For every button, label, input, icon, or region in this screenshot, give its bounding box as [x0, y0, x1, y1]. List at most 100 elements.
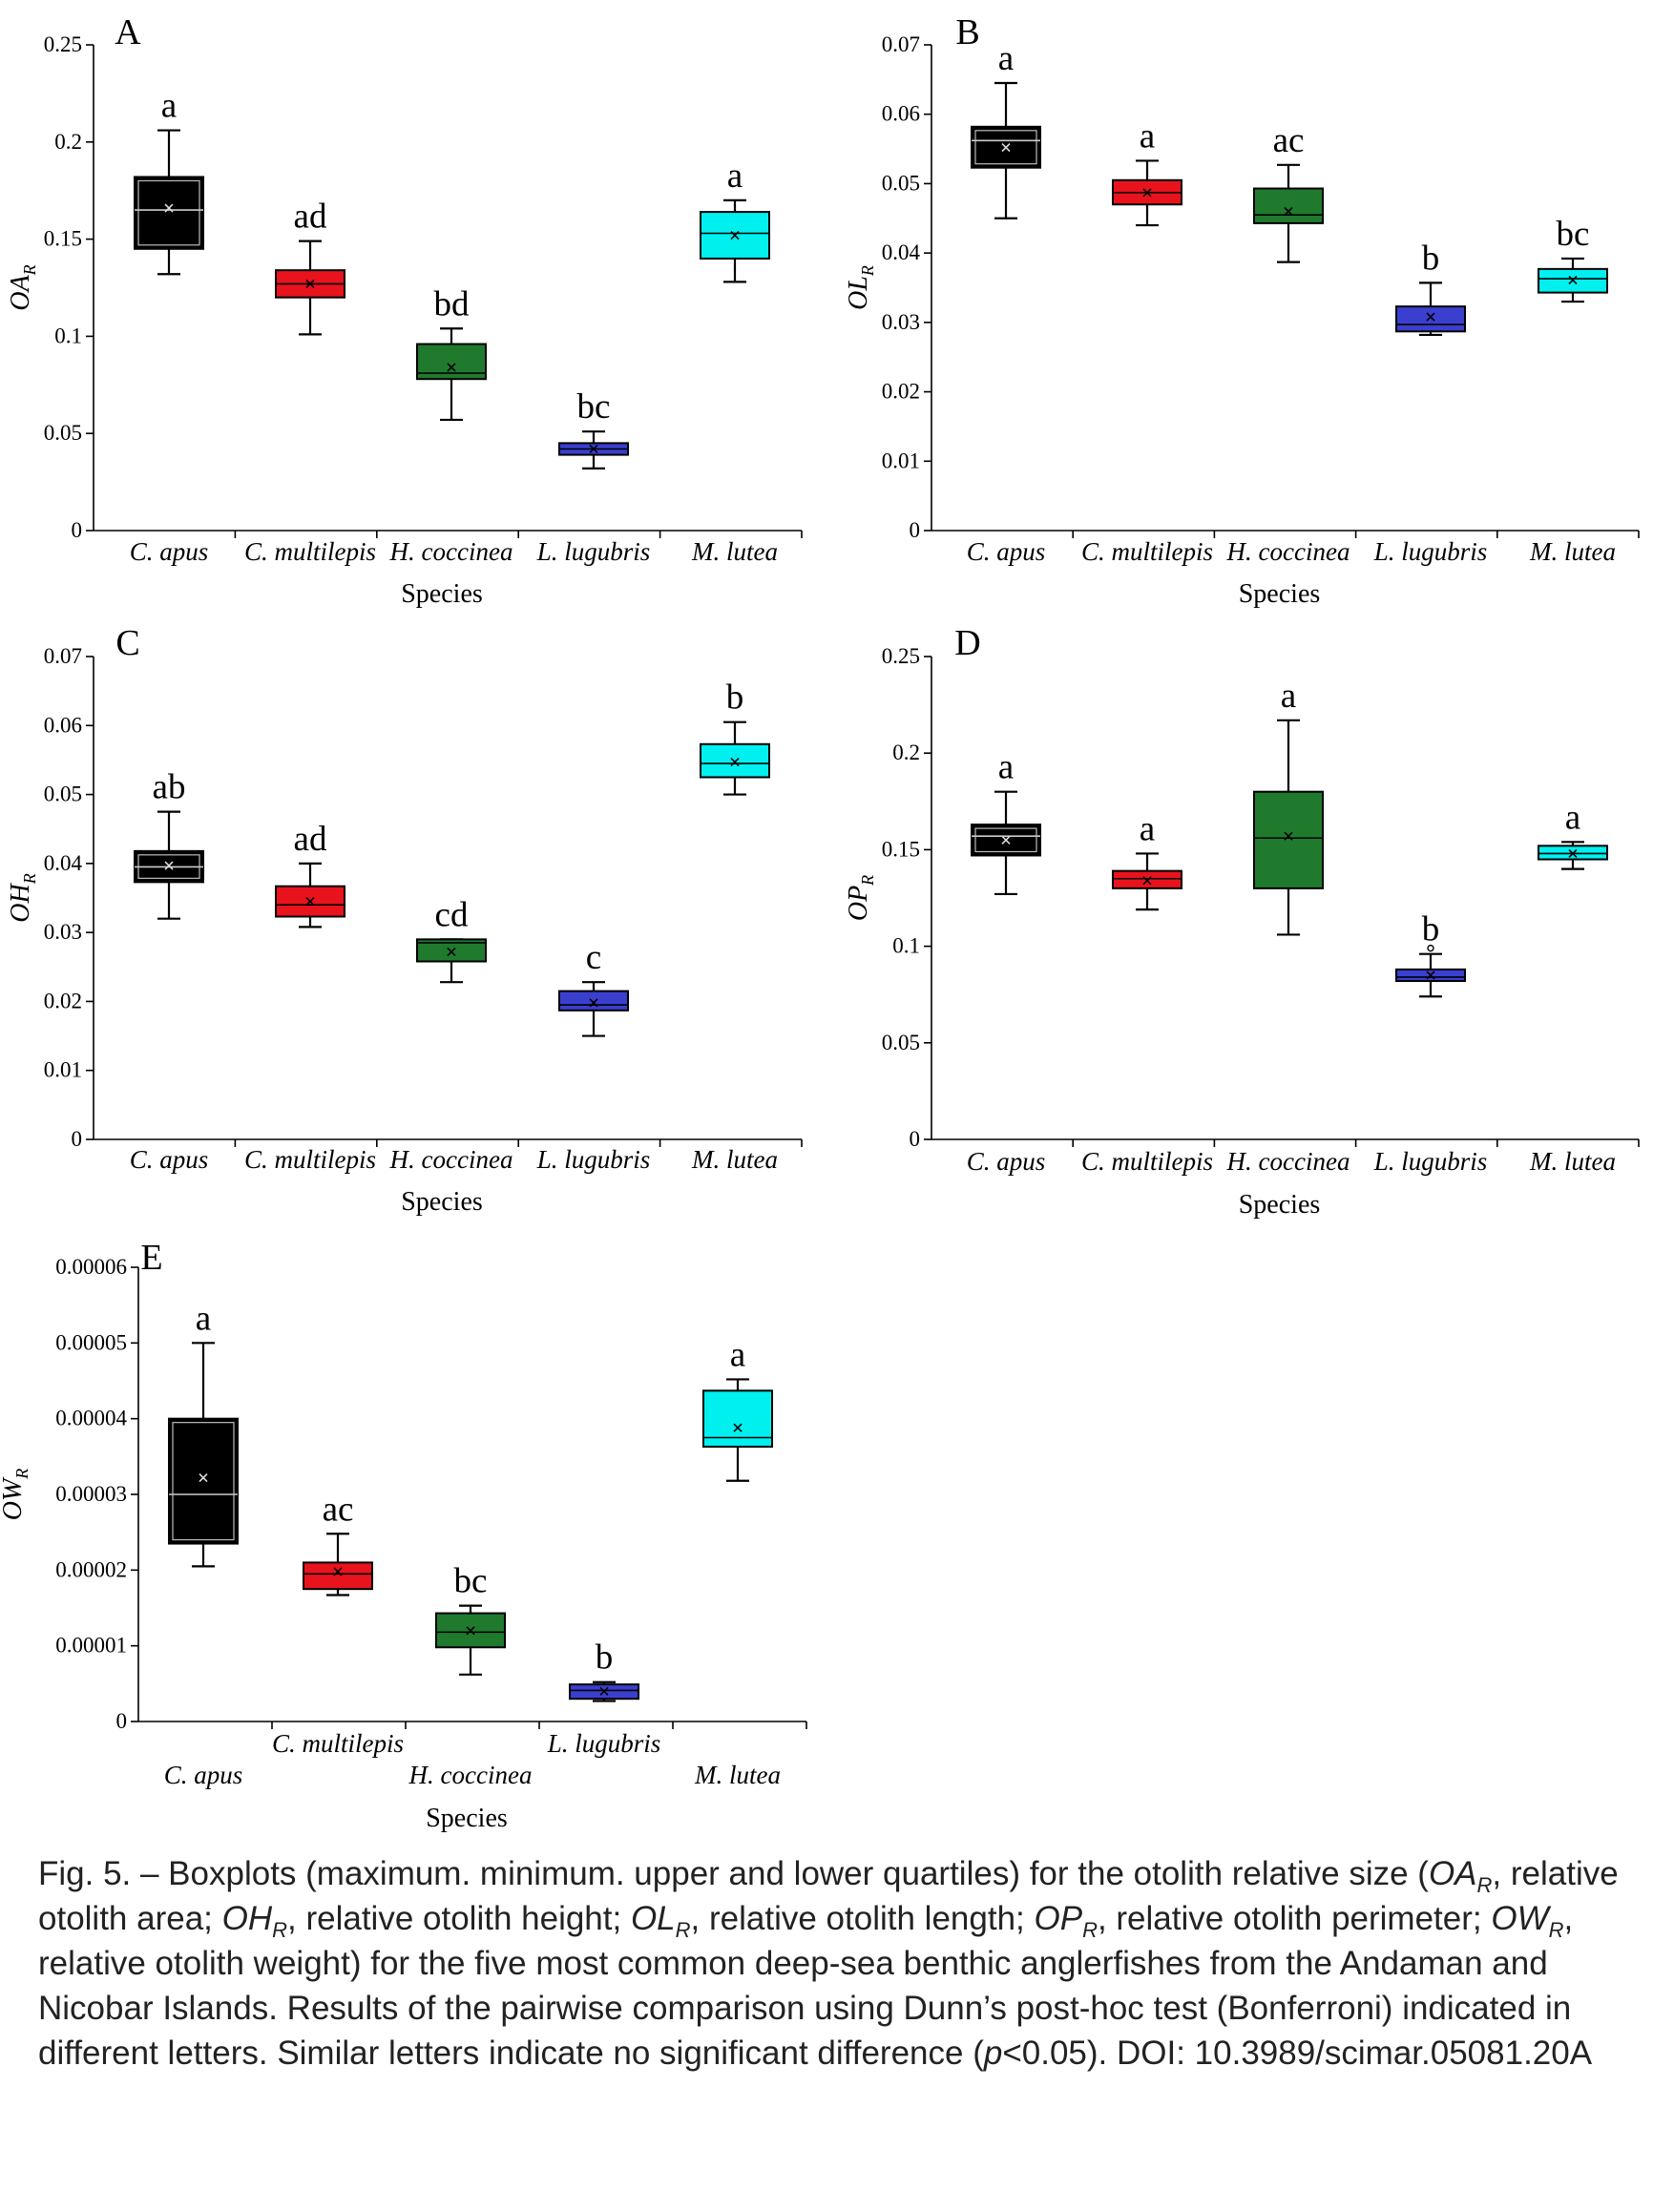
y-tick-label: 0 — [910, 1127, 921, 1151]
mean-marker — [1001, 143, 1011, 153]
significance-letter: a — [727, 157, 743, 196]
significance-letter: ac — [1273, 121, 1305, 160]
box-body — [1253, 187, 1324, 224]
box-1: ac — [303, 1490, 373, 1596]
y-tick-label: 0.00001 — [55, 1634, 127, 1658]
x-tick-label: C. multilepis — [1081, 537, 1213, 566]
y-tick-label: 0.2 — [892, 741, 920, 764]
y-tick-label: 0.05 — [882, 1031, 920, 1054]
significance-letter: cd — [435, 895, 469, 934]
box-3: b — [1395, 910, 1466, 998]
box-3: b — [569, 1638, 639, 1702]
significance-letter: bd — [434, 284, 471, 323]
box-4: a — [700, 157, 770, 283]
x-tick-label: C. multilepis — [244, 1145, 376, 1174]
x-tick-label: M. lutea — [691, 537, 778, 566]
box-2: bc — [435, 1562, 506, 1676]
caption-sub: R — [272, 1918, 288, 1942]
x-tick-label: C. apus — [130, 537, 209, 566]
significance-letter: ac — [323, 1490, 354, 1529]
box-body — [558, 990, 629, 1012]
y-tick-label: 0.06 — [882, 102, 920, 126]
x-tick-label: M. lutea — [694, 1761, 781, 1789]
box-inner-border — [137, 179, 200, 246]
significance-letter: a — [1281, 677, 1296, 716]
x-tick-label: M. lutea — [1529, 537, 1616, 566]
caption-sub: R — [1082, 1918, 1098, 1942]
caption-text: , relative otolith length; — [690, 1900, 1035, 1937]
x-tick-label: C. apus — [164, 1761, 243, 1789]
y-tick-label: 0 — [72, 1127, 83, 1151]
caption-ow: OW — [1491, 1900, 1549, 1937]
y-tick-label: 0.05 — [882, 171, 920, 195]
y-tick-label: 0.1 — [892, 934, 920, 958]
x-tick-label: L. lugubris — [1373, 537, 1488, 566]
mean-marker — [589, 444, 598, 454]
y-tick-label: 0.03 — [44, 920, 82, 944]
box-0: a — [134, 87, 204, 276]
figure-caption: Fig. 5. – Boxplots (maximum. minimum. up… — [38, 1851, 1622, 2076]
box-4: a — [702, 1335, 773, 1482]
caption-text: , relative otolith perimeter; — [1097, 1900, 1492, 1937]
y-tick-label: 0.15 — [44, 227, 82, 251]
y-tick-label: 0.25 — [882, 644, 920, 668]
y-tick-label: 0.04 — [44, 851, 83, 875]
x-tick-label: L. lugubris — [1373, 1147, 1488, 1176]
mean-marker — [1426, 970, 1435, 980]
box-0: a — [971, 39, 1041, 219]
x-tick-label: C. apus — [967, 537, 1046, 566]
y-axis-label: OWR — [0, 1469, 31, 1521]
x-tick-label: L. lugubris — [536, 1145, 651, 1174]
mean-marker — [447, 363, 456, 372]
box-0: a — [168, 1299, 239, 1568]
box-1: a — [1112, 809, 1182, 911]
y-tick-label: 0.00005 — [55, 1330, 127, 1354]
y-axis-label: OLR — [844, 265, 877, 310]
caption-text: , relative otolith height; — [287, 1900, 631, 1937]
figure: 0 0.05 0.1 0.15 0.2 0.25 C. apus C. multilepis H… — [0, 12, 1640, 1832]
box-1: a — [1112, 116, 1182, 227]
panel-A: 0 0.05 0.1 0.15 0.2 0.25 C. apus C. multilepis H… — [6, 12, 803, 609]
x-tick-label: H. coccinea — [1226, 537, 1350, 566]
x-tick-label: C. multilepis — [1081, 1147, 1213, 1176]
caption-text: <0.05). DOI: 10.3989/scimar.05081.20A — [1002, 2035, 1593, 2072]
box-0: a — [971, 748, 1041, 896]
x-axis-label: Species — [426, 1804, 508, 1832]
box-1: ad — [275, 198, 345, 336]
caption-text: , relative otolith area; — [38, 1855, 1619, 1937]
caption-sub: R — [1476, 1873, 1493, 1897]
y-tick-label: 0.02 — [44, 989, 82, 1012]
y-tick-label: 0.25 — [44, 32, 82, 56]
box-body — [1253, 790, 1324, 889]
box-body — [1395, 305, 1466, 333]
caption-ol: OL — [630, 1900, 676, 1937]
mean-marker — [305, 279, 315, 288]
y-tick-label: 0.00006 — [55, 1255, 127, 1279]
panel-letter: B — [955, 12, 979, 52]
x-axis-label: Species — [401, 579, 483, 609]
significance-letter: b — [726, 678, 744, 718]
y-tick-label: 0 — [910, 518, 921, 542]
box-body — [416, 938, 487, 963]
box-body — [134, 176, 204, 250]
box-3: bc — [558, 387, 629, 470]
y-axis-label: OPR — [844, 875, 877, 921]
significance-letter: a — [1140, 809, 1155, 848]
box-3: b — [1395, 239, 1466, 337]
y-tick-label: 0.00003 — [55, 1482, 127, 1506]
mean-marker — [599, 1686, 609, 1696]
x-tick-label: M. lutea — [691, 1145, 778, 1174]
y-tick-label: 0.02 — [882, 380, 920, 404]
significance-letter: b — [596, 1638, 614, 1678]
mean-marker — [447, 947, 456, 956]
box-inner-border — [974, 827, 1037, 853]
caption-op: OP — [1034, 1900, 1083, 1937]
x-axis-label: Species — [1239, 1190, 1321, 1220]
caption-p: p — [983, 2035, 1003, 2072]
mean-marker — [1568, 275, 1578, 285]
y-axis-label: OAR — [6, 264, 39, 310]
panel-B: 0 0.01 0.02 0.03 0.04 0.05 0.06 0.07 C. apus C. m… — [844, 12, 1640, 609]
mean-marker — [1142, 876, 1152, 886]
mean-marker — [1142, 188, 1152, 198]
mean-marker — [199, 1472, 208, 1483]
